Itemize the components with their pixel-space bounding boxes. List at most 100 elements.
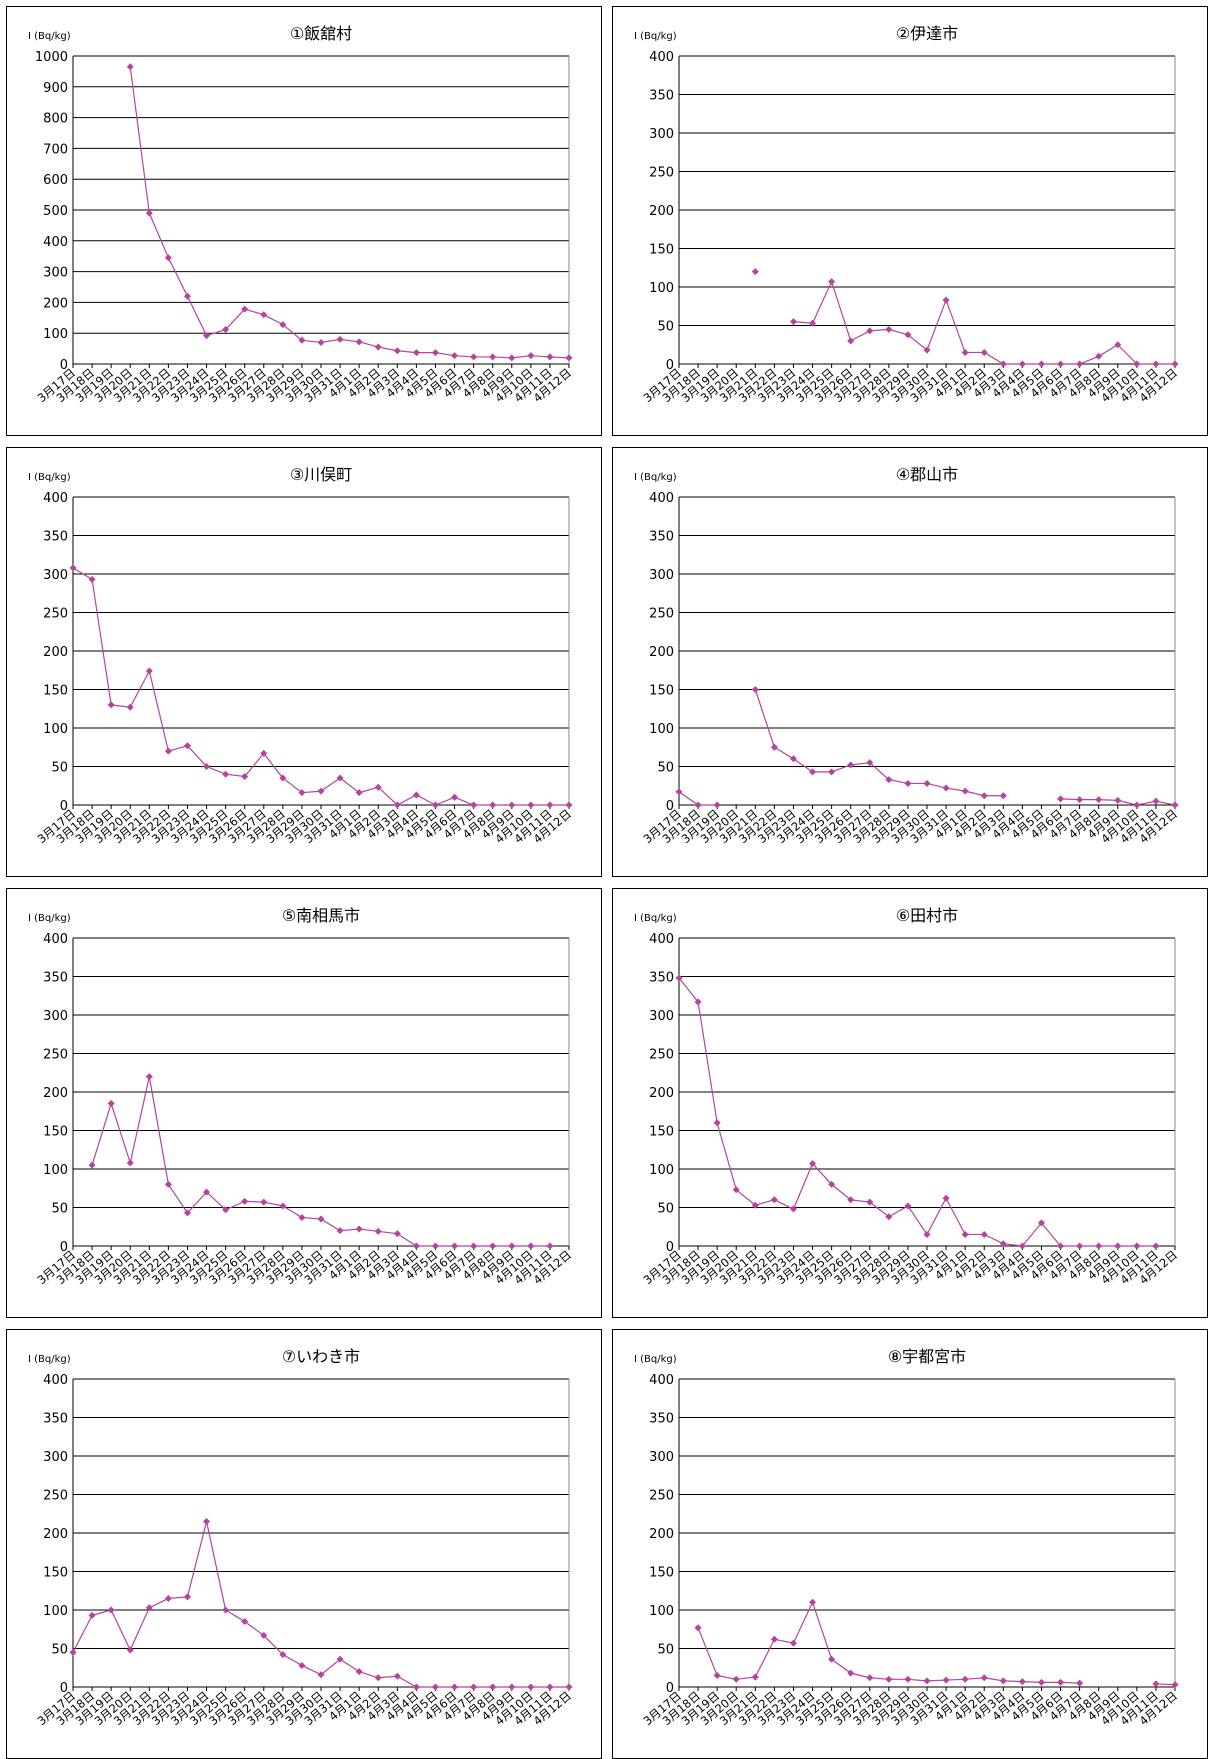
data-point [431,801,439,809]
data-point [828,1180,836,1188]
data-point [999,360,1007,368]
data-point [942,296,950,304]
data-point [298,1661,306,1669]
data-point [298,789,306,797]
y-tick-label: 300 [649,1009,674,1024]
data-point [527,1242,535,1250]
data-point [107,1606,115,1614]
data-point [1152,360,1160,368]
data-point [980,1674,988,1682]
y-tick-label: 200 [649,1086,674,1101]
data-point [751,1673,759,1681]
data-point [164,1180,172,1188]
data-point [1076,1242,1084,1250]
data-point [431,349,439,357]
data-point [164,1594,172,1602]
data-point [866,1674,874,1682]
data-point [69,1648,77,1656]
data-point [183,742,191,750]
data-point [565,1683,573,1691]
data-line [754,689,1004,797]
y-tick-label: 0 [60,1681,68,1696]
data-point [279,1202,287,1210]
y-tick-label: 100 [43,1163,68,1178]
y-tick-label: 200 [649,204,674,219]
y-tick-label: 350 [43,1412,68,1427]
chart-title: ⑤南相馬市 [282,906,360,925]
y-tick-label: 100 [43,327,68,342]
y-tick-label: 350 [649,971,674,986]
y-tick-label: 250 [649,166,674,181]
data-point [222,1206,230,1214]
y-tick-label: 0 [666,358,674,373]
data-point [145,1073,153,1081]
data-point [847,1196,855,1204]
data-point [923,779,931,787]
data-point [107,1100,115,1108]
data-point [145,1604,153,1612]
data-point [412,1242,420,1250]
data-point [203,1517,211,1525]
data-point [1018,1678,1026,1686]
data-point [451,352,459,360]
data-point [866,1198,874,1206]
data-point [260,749,268,757]
data-point [203,763,211,770]
data-point [164,254,172,262]
data-point [126,1159,134,1167]
data-point [961,1675,969,1683]
data-point [885,776,893,784]
y-tick-label: 0 [666,799,674,814]
data-point [1171,801,1179,809]
data-point [145,667,153,675]
chart-title: ⑥田村市 [896,906,958,925]
data-point [183,1209,191,1217]
y-tick-label: 100 [43,1604,68,1619]
data-point [885,325,893,333]
y-tick-label: 150 [649,243,674,258]
data-point [866,327,874,335]
data-point [336,1655,344,1663]
chart-title: ⑦いわき市 [282,1347,360,1366]
y-axis-label: I (Bq/kg) [28,472,71,483]
data-point [923,1230,931,1238]
data-point [866,759,874,767]
data-point [260,311,268,319]
y-axis-label: I (Bq/kg) [634,472,677,483]
y-tick-label: 400 [649,491,674,506]
data-point [923,1677,931,1685]
data-point [279,321,287,329]
data-point [527,352,535,360]
y-tick-label: 300 [43,266,68,281]
data-point [942,1676,950,1684]
data-point [789,1639,797,1647]
y-tick-label: 50 [51,1643,68,1658]
y-tick-label: 50 [657,1643,674,1658]
y-tick-label: 400 [43,491,68,506]
data-point [713,801,721,809]
data-point [355,1225,363,1233]
data-point [675,974,683,982]
data-point [164,747,172,755]
y-tick-label: 250 [43,607,68,622]
y-tick-label: 400 [649,1373,674,1388]
data-point [1133,1242,1141,1250]
data-point [355,1668,363,1676]
y-tick-label: 150 [649,1125,674,1140]
data-point [847,761,855,769]
y-tick-label: 250 [649,1048,674,1063]
data-point [751,1201,759,1209]
data-point [1037,1219,1045,1227]
y-tick-label: 200 [43,1527,68,1542]
data-point [713,1671,721,1679]
data-point [336,1227,344,1235]
y-tick-label: 150 [43,1566,68,1581]
y-tick-label: 700 [43,142,68,157]
data-point [431,1242,439,1250]
data-point [1095,352,1103,360]
data-point [451,793,459,801]
data-point [489,1242,497,1250]
y-tick-label: 100 [649,722,674,737]
y-tick-label: 150 [649,1566,674,1581]
